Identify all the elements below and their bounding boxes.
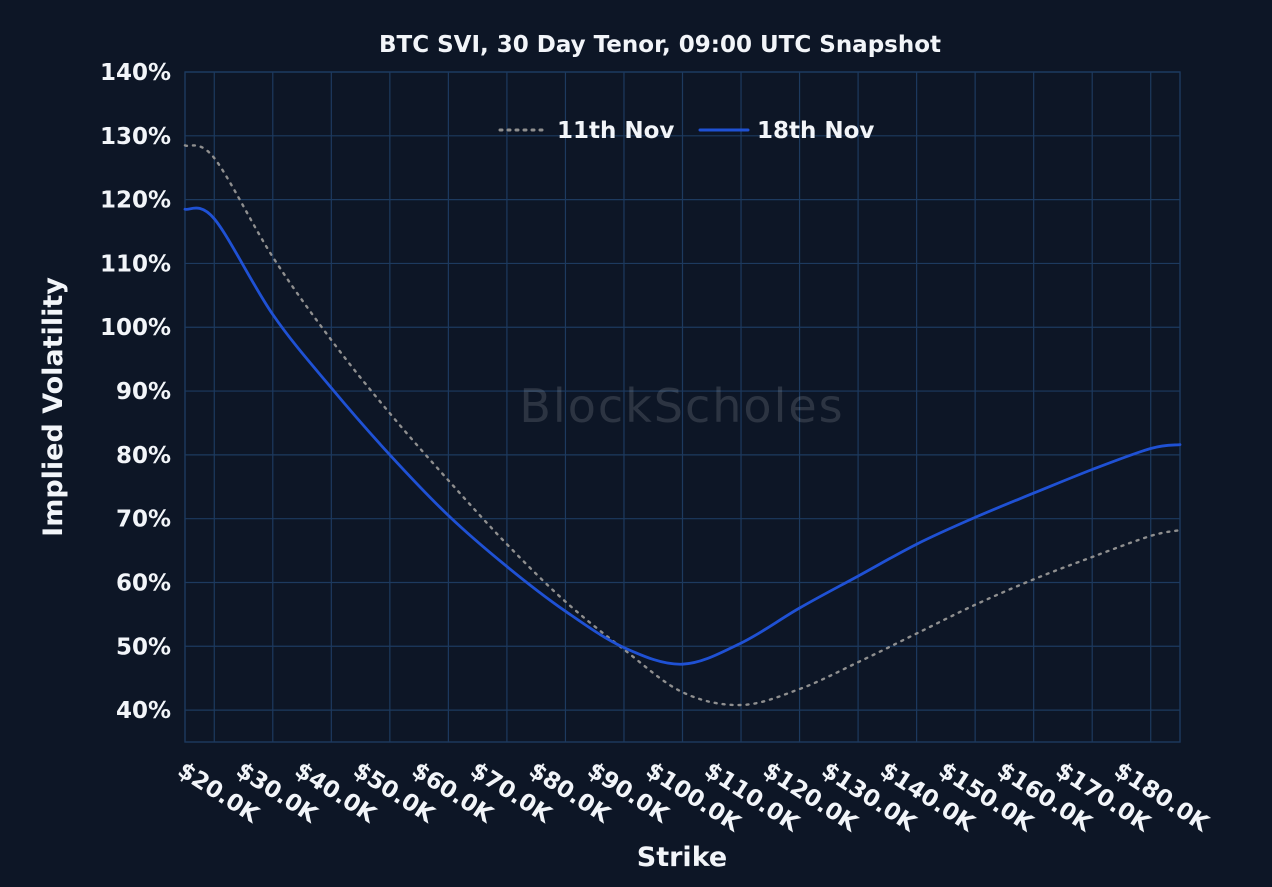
- grid-layer: [184, 71, 1181, 743]
- y-tick-label: 140%: [100, 60, 171, 86]
- y-tick-label: 80%: [116, 443, 171, 469]
- series-layer: [183, 144, 1182, 707]
- y-tick-label: 110%: [100, 251, 171, 277]
- legend: 11th Nov 18th Nov: [498, 118, 874, 144]
- y-tick-label: 120%: [100, 188, 171, 214]
- y-axis-label: Implied Volatility: [38, 277, 69, 537]
- legend-label-18th-nov: 18th Nov: [757, 118, 874, 144]
- y-tick-label: 100%: [100, 315, 171, 341]
- axis-tick-labels: 40%50%60%70%80%90%100%110%120%130%140%$2…: [100, 60, 1214, 838]
- plot-border: [184, 71, 1181, 743]
- series-line-11th-nov: [183, 144, 1182, 707]
- y-tick-label: 60%: [116, 570, 171, 596]
- legend-label-11th-nov: 11th Nov: [557, 118, 674, 144]
- y-tick-label: 70%: [116, 507, 171, 533]
- y-tick-label: 90%: [116, 379, 171, 405]
- y-tick-label: 50%: [116, 634, 171, 660]
- watermark-blockscholes: BlockScholes: [519, 379, 844, 433]
- x-axis-label: Strike: [637, 842, 727, 873]
- y-tick-label: 40%: [116, 698, 171, 724]
- series-line-18th-nov: [183, 206, 1182, 666]
- chart-title: BTC SVI, 30 Day Tenor, 09:00 UTC Snapsho…: [379, 32, 941, 58]
- y-tick-label: 130%: [100, 124, 171, 150]
